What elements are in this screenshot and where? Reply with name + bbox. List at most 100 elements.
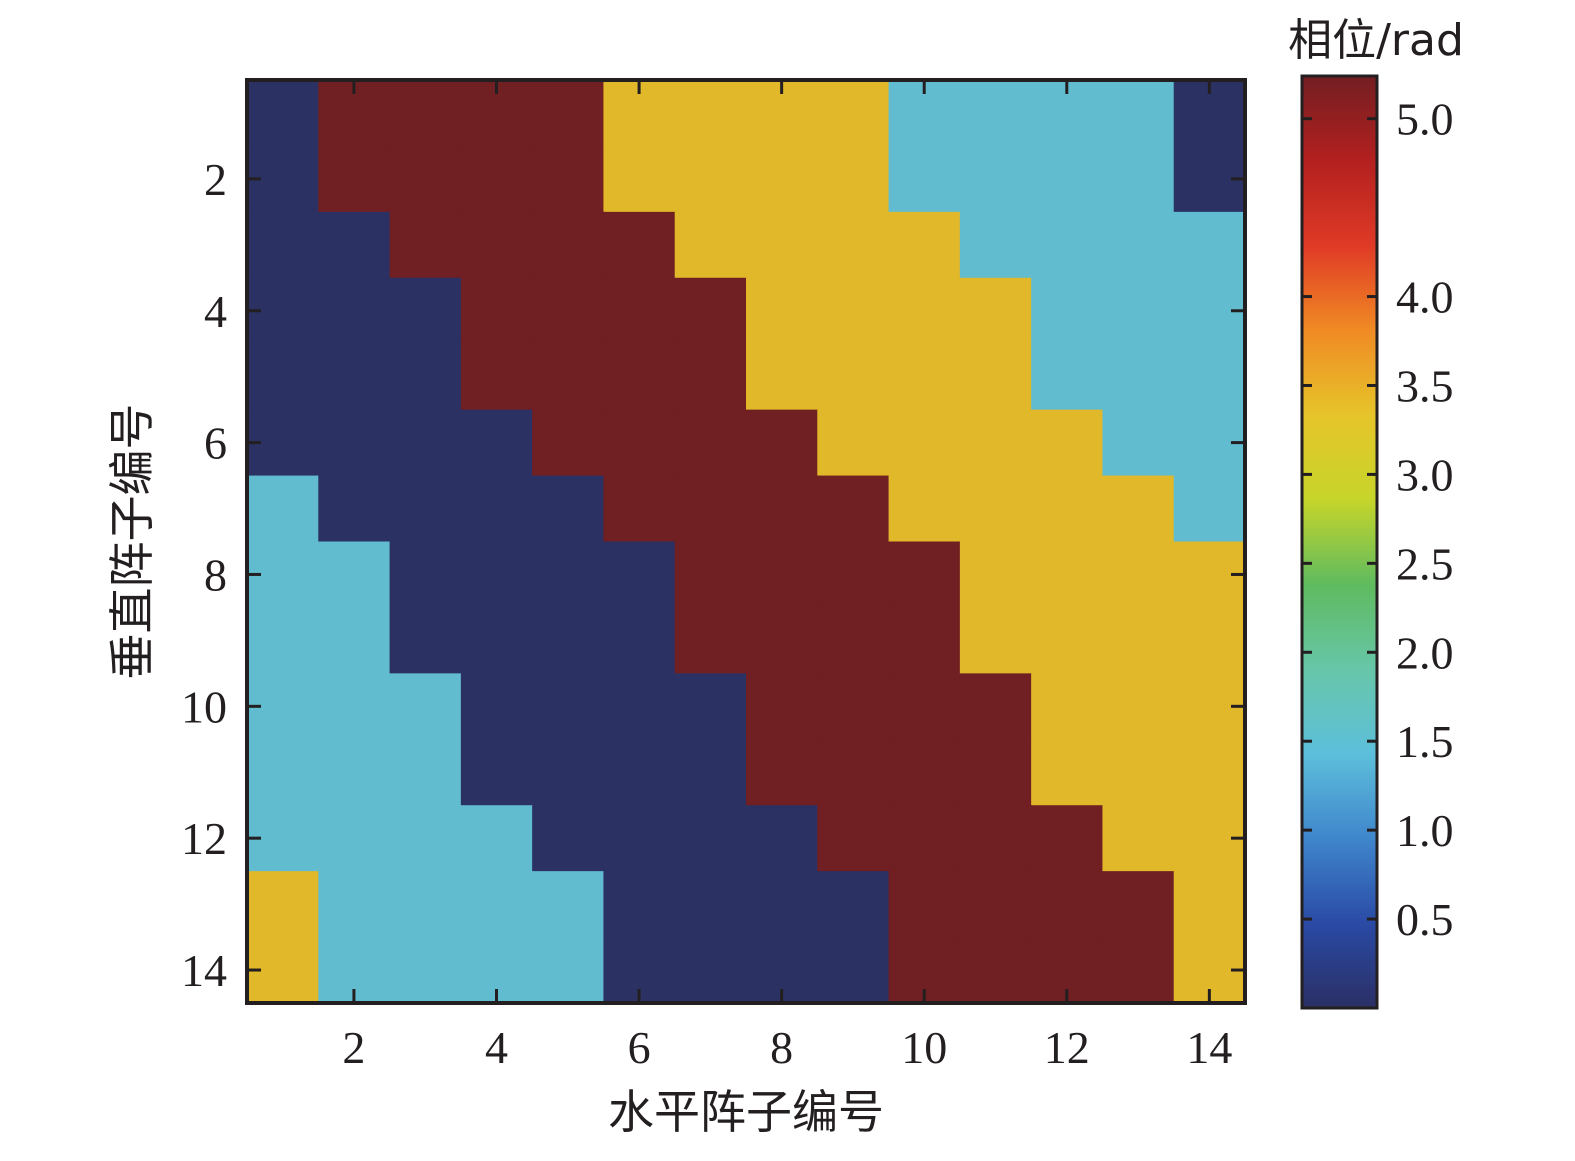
heatmap-cell: [389, 805, 462, 872]
heatmap-cell: [888, 871, 961, 938]
heatmap-cell: [1102, 409, 1175, 477]
heatmap-cell: [1173, 475, 1246, 543]
colorbar-ticks: 0.5 1.0 1.5 2.0 2.5 3.0 3.5 4.0 5.0: [1302, 94, 1454, 945]
heatmap-cell: [817, 871, 890, 938]
heatmap-cell: [532, 541, 605, 609]
heatmap-cell: [318, 145, 391, 213]
plot-frame: [245, 78, 1247, 1005]
y-tick-label: 14: [181, 945, 227, 996]
colorbar-tick-label: 5.0: [1396, 94, 1454, 145]
heatmap-cell: [817, 475, 890, 543]
x-tick-label: 12: [1044, 1022, 1090, 1073]
heatmap-cell: [247, 607, 319, 674]
heatmap-cell: [318, 541, 391, 609]
x-axis-title: 水平阵子编号: [608, 1085, 884, 1139]
heatmap-cell: [603, 211, 676, 279]
heatmap-cell: [460, 673, 533, 740]
heatmap-cell: [817, 937, 890, 1004]
heatmap-cell: [959, 211, 1032, 279]
heatmap-cell: [1102, 805, 1175, 872]
y-tick-label: 12: [181, 813, 227, 864]
heatmap-cell: [817, 80, 890, 147]
colorbar-tick-label: 1.0: [1396, 805, 1454, 856]
heatmap-cell: [817, 607, 890, 674]
heatmap-cell: [746, 211, 818, 279]
heatmap-cell: [532, 739, 605, 806]
heatmap-cell: [389, 145, 462, 213]
heatmap-cell: [746, 343, 818, 411]
heatmap-cell: [247, 475, 319, 543]
heatmap-cell: [1173, 211, 1246, 279]
heatmap-cell: [318, 277, 391, 345]
heatmap-cell: [603, 739, 676, 806]
heatmap-cell: [888, 607, 961, 674]
heatmap-cell: [1031, 871, 1104, 938]
heatmap-cell: [532, 607, 605, 674]
x-tick-label: 6: [628, 1022, 651, 1073]
heatmap-cell: [1031, 343, 1104, 411]
heatmap-cell: [318, 409, 391, 477]
x-tick-label: 2: [342, 1022, 365, 1073]
heatmap-cell: [603, 607, 676, 674]
heatmap-cell: [746, 739, 818, 806]
heatmap-cell: [532, 475, 605, 543]
heatmap-cell: [674, 211, 747, 279]
heatmap-cell: [746, 607, 818, 674]
heatmap-cell: [389, 607, 462, 674]
heatmap-cell: [1173, 343, 1246, 411]
heatmap-cell: [460, 277, 533, 345]
heatmap-cell: [674, 277, 747, 345]
colorbar-tick-label: 2.0: [1396, 627, 1454, 678]
heatmap-cell: [389, 937, 462, 1004]
heatmap-cell: [603, 277, 676, 345]
y-tick-label: 8: [204, 549, 227, 600]
heatmap-cell: [817, 409, 890, 477]
heatmap-cell: [1031, 145, 1104, 213]
x-axis-ticks: 2 4 6 8 10 12 14: [342, 80, 1232, 1073]
heatmap-cell: [460, 211, 533, 279]
heatmap-cell: [318, 475, 391, 543]
heatmap-cell: [318, 343, 391, 411]
heatmap-cell: [1102, 211, 1175, 279]
heatmap-cell: [1102, 277, 1175, 345]
heatmap-cell: [888, 475, 961, 543]
y-tick-label: 6: [204, 418, 227, 469]
x-tick-label: 8: [770, 1022, 793, 1073]
heatmap-cell: [1102, 541, 1175, 609]
heatmap-cell: [746, 475, 818, 543]
heatmap-cell: [959, 475, 1032, 543]
heatmap-cell: [888, 739, 961, 806]
heatmap-cell: [318, 673, 391, 740]
heatmap-cell: [532, 409, 605, 477]
heatmap-cell: [674, 475, 747, 543]
heatmap-cell: [674, 673, 747, 740]
y-axis-title: 垂直阵子编号: [105, 404, 159, 680]
colorbar: [1300, 74, 1379, 1010]
heatmap-cell: [817, 277, 890, 345]
heatmap-cell: [460, 145, 533, 213]
heatmap-cell: [888, 541, 961, 609]
heatmap-cell: [1031, 673, 1104, 740]
heatmap-cell: [389, 343, 462, 411]
heatmap-cell: [247, 343, 319, 411]
heatmap-cell: [817, 541, 890, 609]
heatmap-cell: [1173, 739, 1246, 806]
heatmap-cell: [959, 541, 1032, 609]
heatmap-cell: [603, 343, 676, 411]
heatmap-cell: [674, 805, 747, 872]
heatmap-cell: [1031, 277, 1104, 345]
heatmap-cell: [603, 541, 676, 609]
heatmap-cell: [959, 673, 1032, 740]
heatmap-cell: [460, 541, 533, 609]
heatmap-cell: [959, 607, 1032, 674]
colorbar-title: 相位/rad: [1288, 15, 1464, 66]
x-tick-label: 4: [485, 1022, 508, 1073]
heatmap-cell: [532, 343, 605, 411]
heatmap-cell: [1102, 871, 1175, 938]
heatmap-cells: [247, 80, 1246, 1004]
heatmap-cell: [746, 673, 818, 740]
heatmap-cell: [532, 211, 605, 279]
heatmap-cell: [817, 343, 890, 411]
x-tick-label: 14: [1186, 1022, 1232, 1073]
